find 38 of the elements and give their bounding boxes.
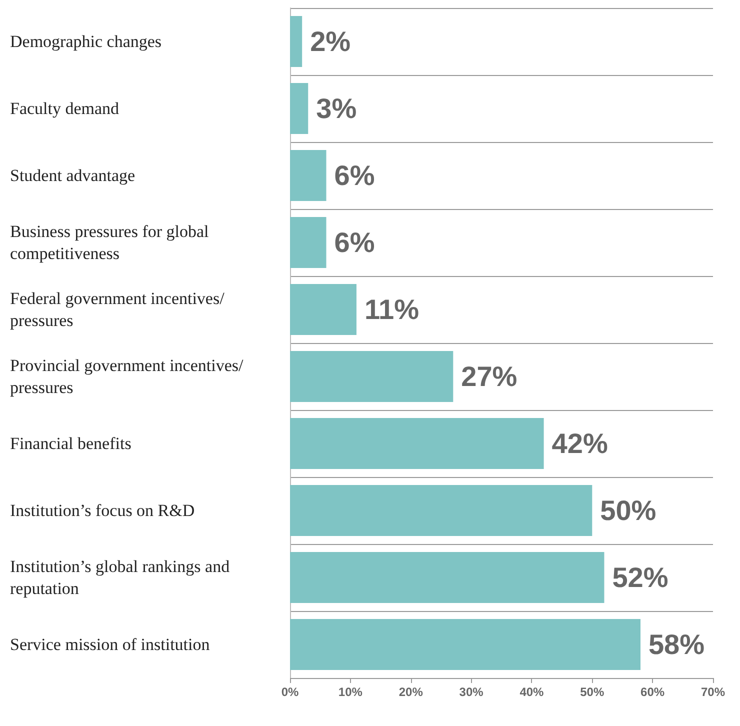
y-tick-label: Student advantage	[10, 166, 136, 185]
data-label: 6%	[334, 227, 375, 258]
x-tick-label: 10%	[338, 685, 363, 699]
data-label: 6%	[334, 160, 375, 191]
bar	[290, 150, 326, 201]
data-label: 58%	[648, 629, 705, 660]
data-label: 42%	[552, 428, 608, 459]
x-tick-label: 50%	[580, 685, 604, 699]
y-tick-label: Institution’s global rankings and reputation	[10, 557, 234, 598]
y-tick-label: Demographic changes	[10, 32, 162, 51]
data-label: 50%	[600, 495, 656, 526]
x-tick-label: 70%	[700, 685, 726, 699]
y-tick-label: Federal government incentives/pressures	[10, 289, 225, 330]
data-label: 27%	[461, 361, 518, 392]
bar	[290, 284, 356, 335]
bar	[290, 16, 302, 67]
x-tick-label: 40%	[520, 685, 544, 699]
x-tick-label: 20%	[398, 685, 424, 699]
y-tick-label: Service mission of institution	[10, 635, 210, 654]
bar	[290, 619, 640, 670]
data-label: 3%	[316, 93, 357, 124]
bar	[290, 83, 308, 134]
y-tick-label: Business pressures for global competitiveness	[10, 222, 214, 263]
x-tick-label: 0%	[281, 685, 299, 699]
bar	[290, 351, 454, 402]
bar	[290, 485, 592, 536]
y-tick-label: Financial benefits	[10, 434, 132, 453]
data-label: 2%	[310, 26, 351, 57]
y-tick-label: Provincial government incentives/pressures	[10, 356, 244, 397]
data-label: 52%	[612, 562, 668, 593]
x-tick-label: 30%	[459, 685, 484, 699]
y-tick-label: Institution’s focus on R&D	[10, 501, 195, 520]
x-tick-label: 60%	[640, 685, 665, 699]
bar	[290, 552, 604, 603]
data-label: 11%	[364, 294, 420, 325]
y-tick-label: Faculty demand	[10, 99, 120, 118]
bar	[290, 217, 326, 268]
bar	[290, 418, 544, 469]
